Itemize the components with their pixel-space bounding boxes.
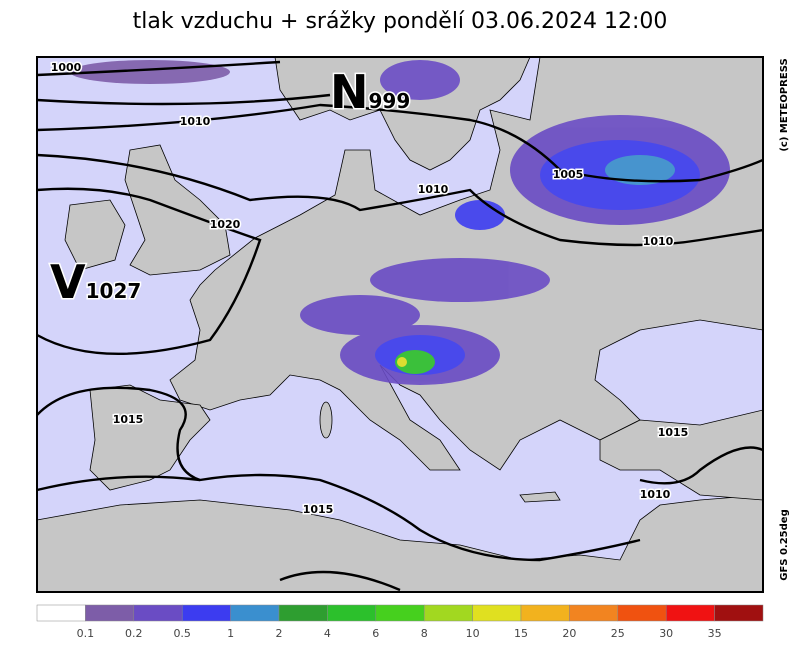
precipitation (70, 60, 730, 385)
legend-label: 15 (514, 627, 528, 640)
isobar-label: 1015 (113, 413, 144, 426)
isobar-label: 1015 (303, 503, 334, 516)
legend-label: 0.1 (77, 627, 95, 640)
legend-swatch (423, 604, 473, 622)
legend-label: 35 (708, 627, 722, 640)
legend-label: 10 (466, 627, 480, 640)
legend-label: 20 (562, 627, 576, 640)
legend-swatch (278, 604, 328, 622)
legend-label: 30 (659, 627, 673, 640)
legend-label: 8 (421, 627, 428, 640)
isobar-label: 1010 (643, 235, 674, 248)
legend-swatch (472, 604, 522, 622)
legend-swatch (133, 604, 183, 622)
legend-swatch (181, 604, 231, 622)
legend-swatch (617, 604, 667, 622)
pressure-center: N999 (330, 65, 410, 119)
legend-label: 1 (227, 627, 234, 640)
legend-label: 4 (324, 627, 331, 640)
legend-swatch (85, 604, 135, 622)
isobar-label: 1010 (640, 488, 671, 501)
isobar-label: 1000 (51, 61, 82, 74)
center-letter: N (330, 65, 369, 119)
legend-label: 0.5 (173, 627, 191, 640)
legend-swatch (714, 604, 764, 622)
legend-label: 0.2 (125, 627, 143, 640)
isobar-label: 1005 (553, 168, 584, 181)
isobar-label: 1010 (180, 115, 211, 128)
model-label: GFS 0.25deg (779, 509, 790, 581)
legend-label: 25 (611, 627, 625, 640)
legend-swatch (230, 604, 280, 622)
isobar-label: 1015 (658, 426, 689, 439)
legend-swatch (36, 604, 86, 622)
isobar-labels: 1000 1010 1020 1010 1005 1010 1015 1015 1015 1010 (49, 60, 690, 518)
legend-swatch (375, 604, 425, 622)
map-title: tlak vzduchu + srážky pondělí 03.06.2024… (133, 9, 668, 34)
legend-swatch (569, 604, 619, 622)
legend: 0.1 0.2 0.5 1 2 4 6 8 10 15 20 25 30 35 (36, 604, 764, 640)
center-letter: V (50, 255, 86, 309)
isobars (36, 60, 764, 592)
credit: (c) METEOPRESS (779, 58, 790, 151)
legend-label: 2 (276, 627, 283, 640)
pressure-center: V1027 (50, 255, 141, 309)
center-value: 1027 (86, 279, 142, 303)
center-value: 999 (369, 89, 411, 113)
pressure-centers: N999 V1027 (49, 64, 412, 311)
legend-swatch (520, 604, 570, 622)
isobar-label: 1010 (418, 183, 449, 196)
legend-label: 6 (372, 627, 379, 640)
isobar-label: 1020 (210, 218, 241, 231)
legend-swatch (327, 604, 377, 622)
legend-swatch (665, 604, 715, 622)
map-frame (36, 56, 764, 593)
